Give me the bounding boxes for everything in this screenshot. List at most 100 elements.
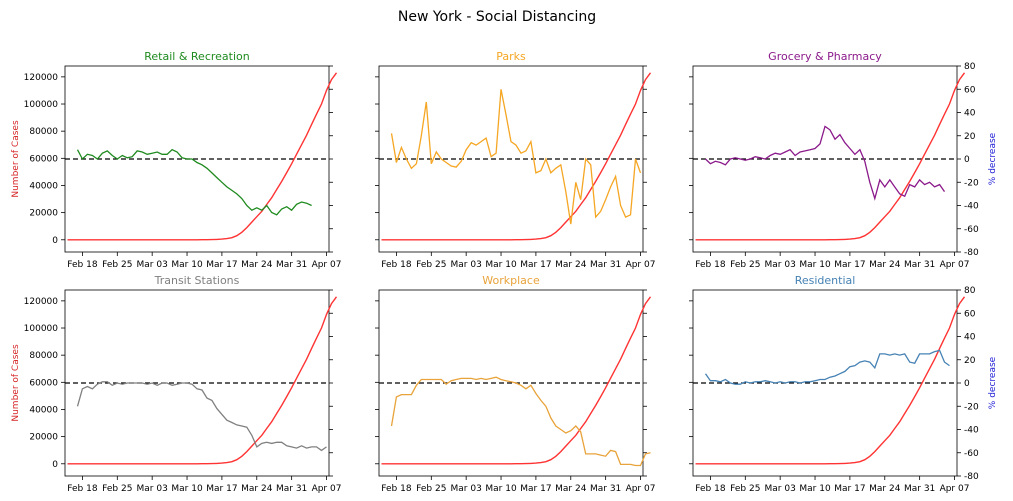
x-tick-label: Mar 17	[206, 260, 237, 270]
y-left-tick-label: 100000	[24, 324, 59, 334]
y-left-tick-label: 120000	[24, 297, 59, 307]
x-tick-label: Mar 03	[451, 260, 482, 270]
y-right-tick-label: -80	[964, 248, 979, 258]
x-tick-label: Mar 03	[451, 484, 482, 494]
y-left-axis-label: Number of Cases	[11, 120, 21, 198]
x-tick-label: Apr 07	[626, 260, 656, 270]
x-tick-label: Mar 17	[206, 484, 237, 494]
x-tick-label: Mar 24	[555, 484, 587, 494]
x-tick-label: Feb 25	[416, 260, 446, 270]
y-right-tick-label: 40	[964, 333, 976, 343]
y-right-tick-label: 20	[964, 356, 976, 366]
y-right-tick-label: 0	[964, 379, 970, 389]
y-right-tick-label: -20	[964, 402, 979, 412]
x-tick-label: Feb 25	[730, 260, 760, 270]
x-tick-label: Apr 07	[940, 484, 970, 494]
panel-workplace: Workplace Feb 18 Feb 25 Mar 03 Mar 10 Mar 17 M…	[375, 274, 655, 494]
y-left-tick-label: 20000	[29, 209, 58, 219]
figure-title: New York - Social Distancing	[398, 9, 596, 25]
x-tick-label: Mar 24	[241, 484, 273, 494]
panel-residential: Residential Feb 18 Feb 25 Mar 03 Mar 10 Mar 1…	[689, 274, 998, 494]
y-right-tick-label: 80	[964, 286, 976, 296]
x-tick-label: Mar 24	[869, 260, 901, 270]
panel-title: Retail & Recreation	[144, 50, 250, 63]
x-tick-label: Feb 25	[102, 484, 132, 494]
series-cases-line	[695, 72, 966, 241]
x-tick-label: Mar 10	[485, 484, 517, 494]
panel-title: Transit Stations	[154, 274, 240, 287]
y-right-tick-label: -40	[964, 202, 979, 212]
y-left-tick-label: 100000	[24, 100, 59, 110]
x-tick-label: Apr 07	[626, 484, 656, 494]
y-right-tick-label: -60	[964, 225, 979, 235]
x-tick-label: Mar 31	[276, 260, 307, 270]
series-mobility-line	[705, 125, 946, 201]
y-left-tick-label: 60000	[29, 154, 58, 164]
series-mobility-line	[390, 376, 651, 467]
panel-title: Parks	[496, 50, 526, 63]
x-tick-label: Mar 24	[241, 260, 273, 270]
panel-transit-stations: Transit Stations Feb 18 Feb 25 Mar 03 Mar 10…	[11, 274, 341, 494]
series-cases-line	[67, 296, 338, 465]
y-right-axis-label: % decrease	[988, 132, 998, 185]
y-right-tick-label: -20	[964, 178, 979, 188]
x-tick-label: Mar 17	[834, 260, 865, 270]
x-tick-label: Feb 18	[67, 484, 98, 494]
y-left-tick-label: 80000	[29, 351, 58, 361]
y-left-tick-label: 0	[52, 460, 58, 470]
y-right-tick-label: -40	[964, 426, 979, 436]
y-left-tick-label: 40000	[29, 405, 58, 415]
x-tick-label: Apr 07	[312, 260, 342, 270]
y-right-tick-label: 60	[964, 85, 976, 95]
panel-title: Workplace	[482, 274, 540, 287]
y-right-tick-label: 20	[964, 132, 976, 142]
x-tick-label: Mar 10	[171, 484, 203, 494]
x-tick-label: Feb 25	[102, 260, 132, 270]
series-cases-line	[381, 72, 652, 241]
y-right-tick-label: 80	[964, 62, 976, 72]
series-mobility-line	[390, 89, 642, 225]
series-cases-line	[695, 296, 966, 465]
x-tick-label: Feb 25	[730, 484, 760, 494]
panel-title: Grocery & Pharmacy	[768, 50, 882, 63]
x-tick-label: Mar 24	[869, 484, 901, 494]
x-tick-label: Mar 10	[799, 260, 831, 270]
x-tick-label: Feb 18	[695, 484, 726, 494]
series-mobility-line	[76, 381, 327, 452]
x-tick-label: Mar 17	[520, 484, 551, 494]
y-right-tick-label: -80	[964, 472, 979, 482]
x-tick-label: Mar 31	[276, 484, 307, 494]
x-tick-label: Feb 18	[381, 484, 412, 494]
y-right-tick-label: -60	[964, 449, 979, 459]
panel-parks: Parks Feb 18 Feb 25 Mar 03 Mar 10 Mar 17 Mar 2…	[375, 50, 655, 270]
x-tick-label: Mar 03	[765, 260, 796, 270]
x-tick-label: Feb 18	[67, 260, 98, 270]
y-left-tick-label: 60000	[29, 378, 58, 388]
y-left-tick-label: 0	[52, 236, 58, 246]
series-cases-line	[381, 296, 652, 465]
series-mobility-line	[704, 349, 950, 385]
series-cases-line	[67, 72, 338, 241]
series-mobility-line	[76, 148, 312, 216]
y-left-tick-label: 20000	[29, 433, 58, 443]
x-tick-label: Mar 31	[904, 484, 935, 494]
y-left-tick-label: 120000	[24, 73, 59, 83]
x-tick-label: Feb 25	[416, 484, 446, 494]
x-tick-label: Feb 18	[381, 260, 412, 270]
x-tick-label: Mar 31	[904, 260, 935, 270]
x-tick-label: Mar 10	[171, 260, 203, 270]
x-tick-label: Mar 10	[799, 484, 831, 494]
y-left-tick-label: 80000	[29, 127, 58, 137]
y-right-tick-label: 40	[964, 109, 976, 119]
x-tick-label: Mar 03	[765, 484, 796, 494]
x-tick-label: Mar 17	[520, 260, 551, 270]
y-right-axis-label: % decrease	[988, 356, 998, 409]
x-tick-label: Apr 07	[940, 260, 970, 270]
x-tick-label: Mar 03	[137, 484, 168, 494]
y-left-tick-label: 40000	[29, 181, 58, 191]
x-tick-label: Mar 31	[590, 484, 621, 494]
x-tick-label: Mar 24	[555, 260, 587, 270]
